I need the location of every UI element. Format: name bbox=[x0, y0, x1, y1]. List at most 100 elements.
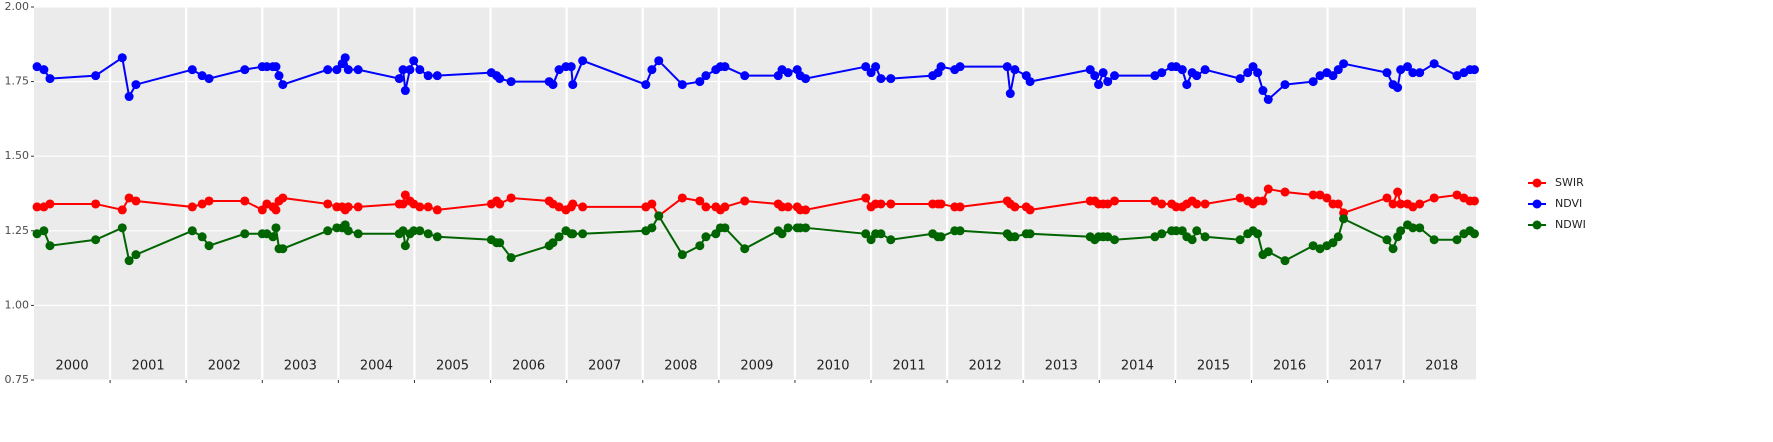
data-point bbox=[131, 250, 141, 260]
data-point bbox=[568, 229, 578, 239]
data-point bbox=[1452, 235, 1462, 245]
data-point bbox=[1339, 59, 1349, 69]
data-point bbox=[861, 193, 871, 203]
data-point bbox=[1322, 193, 1332, 203]
data-point bbox=[1263, 247, 1273, 257]
data-point bbox=[1328, 238, 1338, 248]
data-point bbox=[1396, 226, 1406, 236]
year-label: 2000 bbox=[56, 359, 89, 374]
data-point bbox=[204, 196, 214, 206]
data-point bbox=[654, 211, 664, 221]
data-point bbox=[495, 74, 505, 84]
data-point bbox=[1103, 77, 1113, 87]
data-point bbox=[801, 223, 811, 233]
data-point bbox=[197, 232, 207, 242]
data-point bbox=[1253, 68, 1263, 78]
data-point bbox=[1415, 68, 1425, 78]
y-tick-label: 1.25 bbox=[5, 224, 30, 237]
data-point bbox=[204, 74, 214, 84]
data-point bbox=[1103, 232, 1113, 242]
data-point bbox=[1200, 232, 1210, 242]
data-point bbox=[1263, 184, 1273, 194]
data-point bbox=[323, 65, 333, 75]
data-point bbox=[720, 62, 730, 72]
data-point bbox=[578, 229, 588, 239]
data-point bbox=[654, 56, 664, 66]
data-point bbox=[268, 232, 278, 242]
data-point bbox=[554, 202, 564, 212]
data-point bbox=[955, 202, 965, 212]
data-point bbox=[32, 202, 42, 212]
data-point bbox=[1005, 89, 1015, 99]
data-point bbox=[1192, 71, 1202, 81]
data-point bbox=[1200, 199, 1210, 209]
data-point bbox=[495, 238, 505, 248]
panel bbox=[34, 7, 1476, 380]
data-point bbox=[117, 205, 127, 215]
data-point bbox=[886, 74, 896, 84]
data-point bbox=[400, 241, 410, 251]
data-point bbox=[1315, 244, 1325, 254]
legend-swatch bbox=[1532, 199, 1542, 209]
year-label: 2007 bbox=[588, 359, 621, 374]
data-point bbox=[1235, 193, 1245, 203]
data-point bbox=[1388, 199, 1398, 209]
data-point bbox=[1263, 95, 1273, 105]
data-point bbox=[400, 86, 410, 96]
data-point bbox=[124, 256, 134, 266]
data-point bbox=[1388, 244, 1398, 254]
year-label: 2012 bbox=[969, 359, 1002, 374]
data-point bbox=[1393, 187, 1403, 197]
data-point bbox=[1333, 65, 1343, 75]
data-point bbox=[506, 77, 516, 87]
data-point bbox=[955, 62, 965, 72]
data-point bbox=[1280, 80, 1290, 90]
data-point bbox=[647, 65, 657, 75]
data-point bbox=[886, 235, 896, 245]
legend-label: NDVI bbox=[1555, 197, 1582, 210]
data-point bbox=[1177, 65, 1187, 75]
data-point bbox=[936, 232, 946, 242]
year-label: 2009 bbox=[740, 359, 773, 374]
data-point bbox=[323, 199, 333, 209]
data-point bbox=[432, 232, 442, 242]
data-point bbox=[1429, 59, 1439, 69]
legend-label: SWIR bbox=[1555, 176, 1584, 189]
data-point bbox=[353, 65, 363, 75]
data-point bbox=[187, 226, 197, 236]
data-point bbox=[1393, 83, 1403, 93]
data-point bbox=[1025, 229, 1035, 239]
data-point bbox=[647, 223, 657, 233]
data-point bbox=[32, 229, 42, 239]
data-point bbox=[720, 223, 730, 233]
data-point bbox=[415, 202, 425, 212]
data-point bbox=[647, 199, 657, 209]
data-point bbox=[197, 71, 207, 81]
data-point bbox=[955, 226, 965, 236]
data-point bbox=[695, 241, 705, 251]
data-point bbox=[783, 68, 793, 78]
data-point bbox=[578, 202, 588, 212]
data-point bbox=[1243, 68, 1253, 78]
year-label: 2015 bbox=[1197, 359, 1230, 374]
data-point bbox=[1002, 62, 1012, 72]
data-point bbox=[506, 193, 516, 203]
data-point bbox=[740, 244, 750, 254]
data-point bbox=[39, 65, 49, 75]
marks bbox=[32, 53, 1479, 266]
data-point bbox=[1469, 229, 1479, 239]
data-point bbox=[1415, 199, 1425, 209]
y-tick-label: 2.00 bbox=[5, 0, 30, 13]
data-point bbox=[1103, 199, 1113, 209]
data-point bbox=[187, 65, 197, 75]
grid: 0.75 1.00 1.25 1.50 1.75 2.00 2000 2001 2002 2003… bbox=[5, 0, 1476, 386]
data-point bbox=[1192, 226, 1202, 236]
data-point bbox=[1150, 71, 1160, 81]
data-point bbox=[548, 238, 558, 248]
data-point bbox=[398, 226, 408, 236]
data-point bbox=[91, 199, 101, 209]
data-point bbox=[1235, 235, 1245, 245]
year-label: 2005 bbox=[436, 359, 469, 374]
data-point bbox=[353, 229, 363, 239]
data-point bbox=[1150, 232, 1160, 242]
